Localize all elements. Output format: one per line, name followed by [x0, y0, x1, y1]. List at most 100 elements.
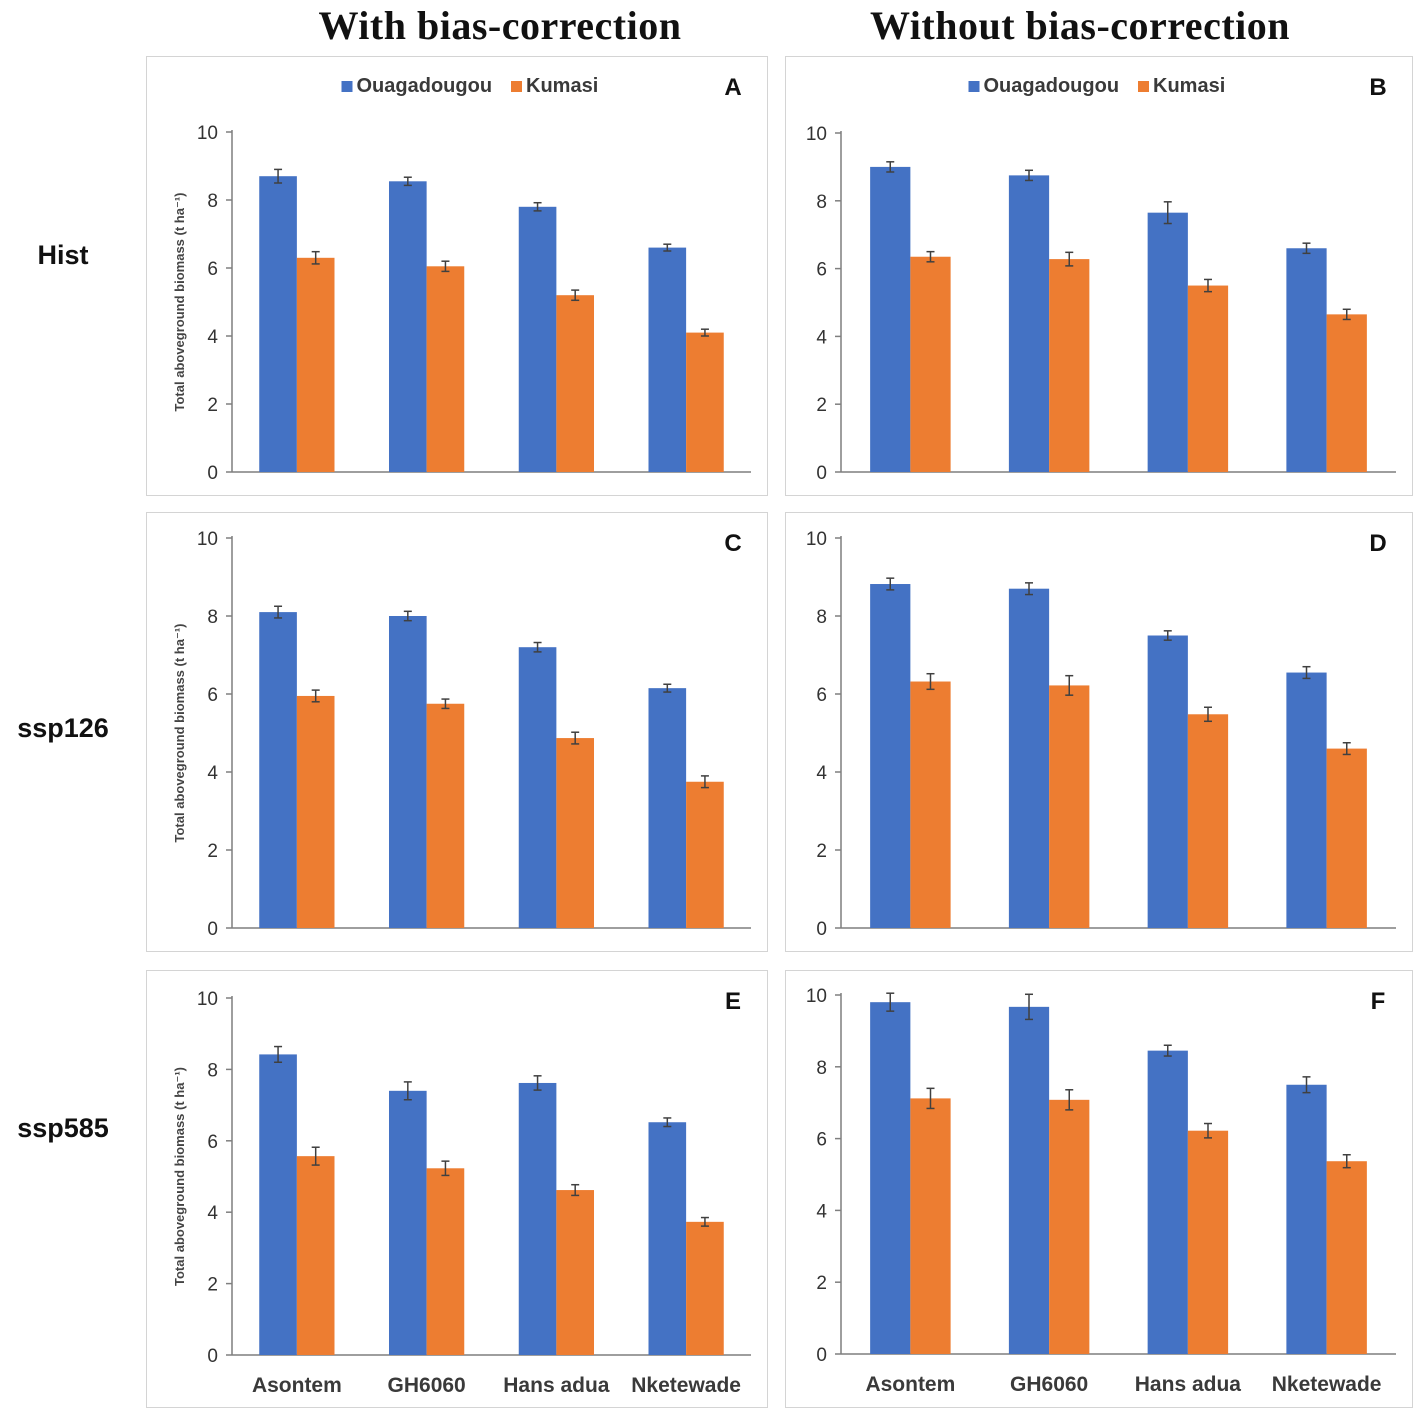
category-label-nketewade: Nketewade [1272, 1373, 1382, 1396]
legend-swatch-kumasi [1138, 81, 1149, 92]
y-tick-label: 6 [816, 260, 827, 281]
y-tick-label: 10 [806, 124, 827, 145]
y-tick-label: 0 [816, 463, 827, 484]
bar-kumasi-asontem [910, 681, 951, 928]
chart-svg-a: 0 2 4 6 8 10 Total aboveground biomass (t ha⁻¹… [172, 74, 751, 484]
panel-letter-e: E [725, 988, 741, 1015]
chart-panel-d: 0 2 4 6 8 10 D [785, 512, 1413, 952]
category-label-asontem: Asontem [252, 1374, 342, 1397]
y-tick-label: 6 [207, 259, 218, 280]
y-tick-label: 8 [816, 607, 827, 628]
column-title-with-bias-correction: With bias-correction [318, 3, 682, 48]
chart-panel-a: 0 2 4 6 8 10 Total aboveground biomass (t ha⁻¹… [146, 56, 768, 496]
bar-kumasi-gh6060 [426, 703, 465, 928]
legend-label-kumasi: Kumasi [526, 75, 598, 97]
row-label-ssp126: ssp126 [17, 713, 109, 743]
bar-kumasi-nketewade [686, 1221, 724, 1355]
bar-ouagadougou-asontem [870, 1002, 911, 1354]
bar-kumasi-gh6060 [426, 266, 465, 472]
y-tick-label: 6 [816, 1130, 827, 1151]
y-tick-label: 0 [207, 463, 218, 484]
y-tick-label: 8 [207, 191, 218, 212]
bar-ouagadougou-gh6060 [388, 181, 427, 473]
chart-svg-c: 0 2 4 6 8 10 Total aboveground biomass (t ha⁻¹… [172, 529, 751, 940]
y-tick-label: 6 [207, 685, 218, 706]
legend-swatch-ouagadougou [341, 81, 353, 92]
bar-kumasi-hans-adua [1187, 714, 1229, 928]
category-label-gh6060: GH6060 [1010, 1373, 1088, 1396]
y-tick-label: 2 [207, 1275, 218, 1296]
panel-letter-a: A [724, 74, 741, 101]
legend-label-ouagadougou: Ouagadougou [984, 75, 1120, 97]
chart-svg-e: 0 2 4 6 8 10 Total aboveground biomass (t ha⁻¹… [172, 988, 751, 1397]
bar-kumasi-gh6060 [426, 1168, 465, 1355]
bar-ouagadougou-hans-adua [518, 647, 557, 928]
bar-kumasi-nketewade [1326, 748, 1367, 928]
bar-kumasi-gh6060 [1049, 259, 1090, 472]
y-tick-label: 6 [816, 685, 827, 706]
y-axis-title: Total aboveground biomass (t ha⁻¹) [172, 1067, 187, 1286]
bar-ouagadougou-hans-adua [1147, 1050, 1188, 1354]
bar-ouagadougou-nketewade [1286, 672, 1327, 928]
y-tick-label: 8 [816, 1058, 827, 1079]
category-label-gh6060: GH6060 [388, 1374, 466, 1397]
y-tick-label: 10 [197, 989, 218, 1010]
bar-ouagadougou-asontem [870, 584, 911, 928]
y-tick-label: 4 [207, 763, 218, 784]
y-axis-title: Total aboveground biomass (t ha⁻¹) [172, 193, 187, 412]
y-tick-label: 4 [816, 763, 827, 784]
legend-label-kumasi: Kumasi [1153, 75, 1225, 97]
chart-panel-e: 0 2 4 6 8 10 Total aboveground biomass (t ha⁻¹… [146, 970, 768, 1408]
y-tick-label: 4 [816, 327, 827, 348]
category-label-hans-adua: Hans adua [1135, 1373, 1242, 1396]
y-tick-label: 10 [197, 529, 218, 550]
chart-svg-d: 0 2 4 6 8 10 D [806, 529, 1396, 940]
y-tick-label: 0 [816, 919, 827, 940]
bar-ouagadougou-gh6060 [1008, 588, 1050, 928]
bar-kumasi-gh6060 [1049, 1099, 1090, 1354]
y-tick-label: 0 [207, 919, 218, 940]
bar-kumasi-asontem [296, 257, 335, 472]
y-axis-title: Total aboveground biomass (t ha⁻¹) [172, 624, 187, 843]
bar-kumasi-gh6060 [1049, 685, 1090, 928]
y-tick-label: 6 [207, 1132, 218, 1153]
bar-ouagadougou-asontem [259, 612, 297, 928]
bar-ouagadougou-nketewade [648, 1122, 687, 1355]
bar-ouagadougou-gh6060 [388, 1090, 427, 1355]
y-tick-label: 4 [207, 327, 218, 348]
bar-kumasi-asontem [296, 695, 335, 928]
bar-kumasi-asontem [910, 256, 951, 472]
bar-ouagadougou-gh6060 [1008, 175, 1050, 472]
bar-ouagadougou-hans-adua [518, 1082, 557, 1355]
y-tick-label: 4 [207, 1203, 218, 1224]
chart-panel-c: 0 2 4 6 8 10 Total aboveground biomass (t ha⁻¹… [146, 512, 768, 952]
y-tick-label: 2 [207, 395, 218, 416]
chart-panel-b: 0 2 4 6 8 10 Ouagadougou Kumasi B [785, 56, 1413, 496]
row-label-hist: Hist [37, 240, 89, 270]
bar-kumasi-hans-adua [1187, 285, 1229, 472]
bar-ouagadougou-hans-adua [518, 206, 557, 473]
bar-ouagadougou-nketewade [648, 247, 687, 472]
legend-swatch-ouagadougou [968, 81, 980, 92]
bar-kumasi-nketewade [1326, 1161, 1367, 1354]
category-label-asontem: Asontem [865, 1373, 955, 1396]
y-tick-label: 8 [207, 1060, 218, 1081]
bar-kumasi-hans-adua [1187, 1130, 1229, 1354]
bar-ouagadougou-nketewade [648, 688, 687, 928]
bar-kumasi-nketewade [686, 332, 724, 472]
bar-kumasi-hans-adua [556, 295, 595, 472]
y-tick-label: 2 [207, 841, 218, 862]
panel-letter-c: C [724, 530, 741, 557]
y-tick-label: 10 [806, 529, 827, 550]
legend-swatch-kumasi [511, 81, 522, 92]
y-tick-label: 10 [806, 986, 827, 1007]
bar-ouagadougou-nketewade [1286, 248, 1327, 472]
category-label-hans-adua: Hans adua [503, 1374, 610, 1397]
bar-kumasi-nketewade [686, 781, 724, 928]
bar-ouagadougou-nketewade [1286, 1084, 1327, 1354]
bar-kumasi-nketewade [1326, 314, 1367, 472]
bar-ouagadougou-hans-adua [1147, 635, 1188, 928]
y-tick-label: 0 [816, 1345, 827, 1366]
legend-label-ouagadougou: Ouagadougou [357, 75, 493, 97]
category-label-nketewade: Nketewade [631, 1374, 741, 1397]
